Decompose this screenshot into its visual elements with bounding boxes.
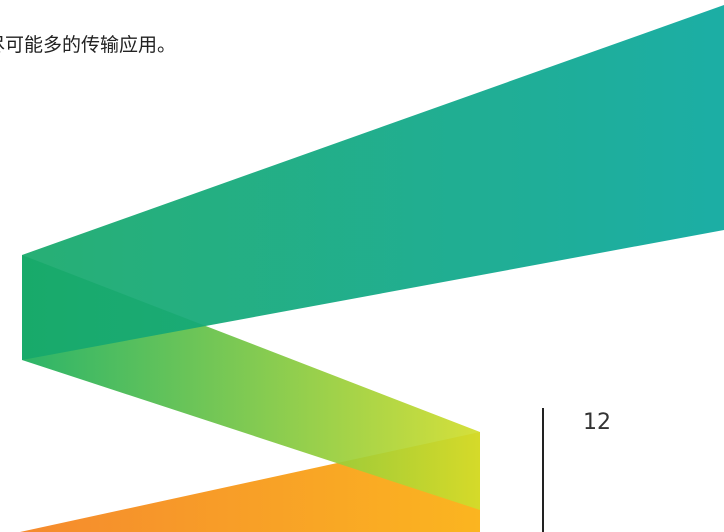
divider — [542, 408, 544, 532]
page-number: 12 — [583, 410, 611, 435]
body-text: 尽可能多的传输应用。 — [0, 34, 177, 56]
teal-ribbon — [22, 5, 724, 360]
